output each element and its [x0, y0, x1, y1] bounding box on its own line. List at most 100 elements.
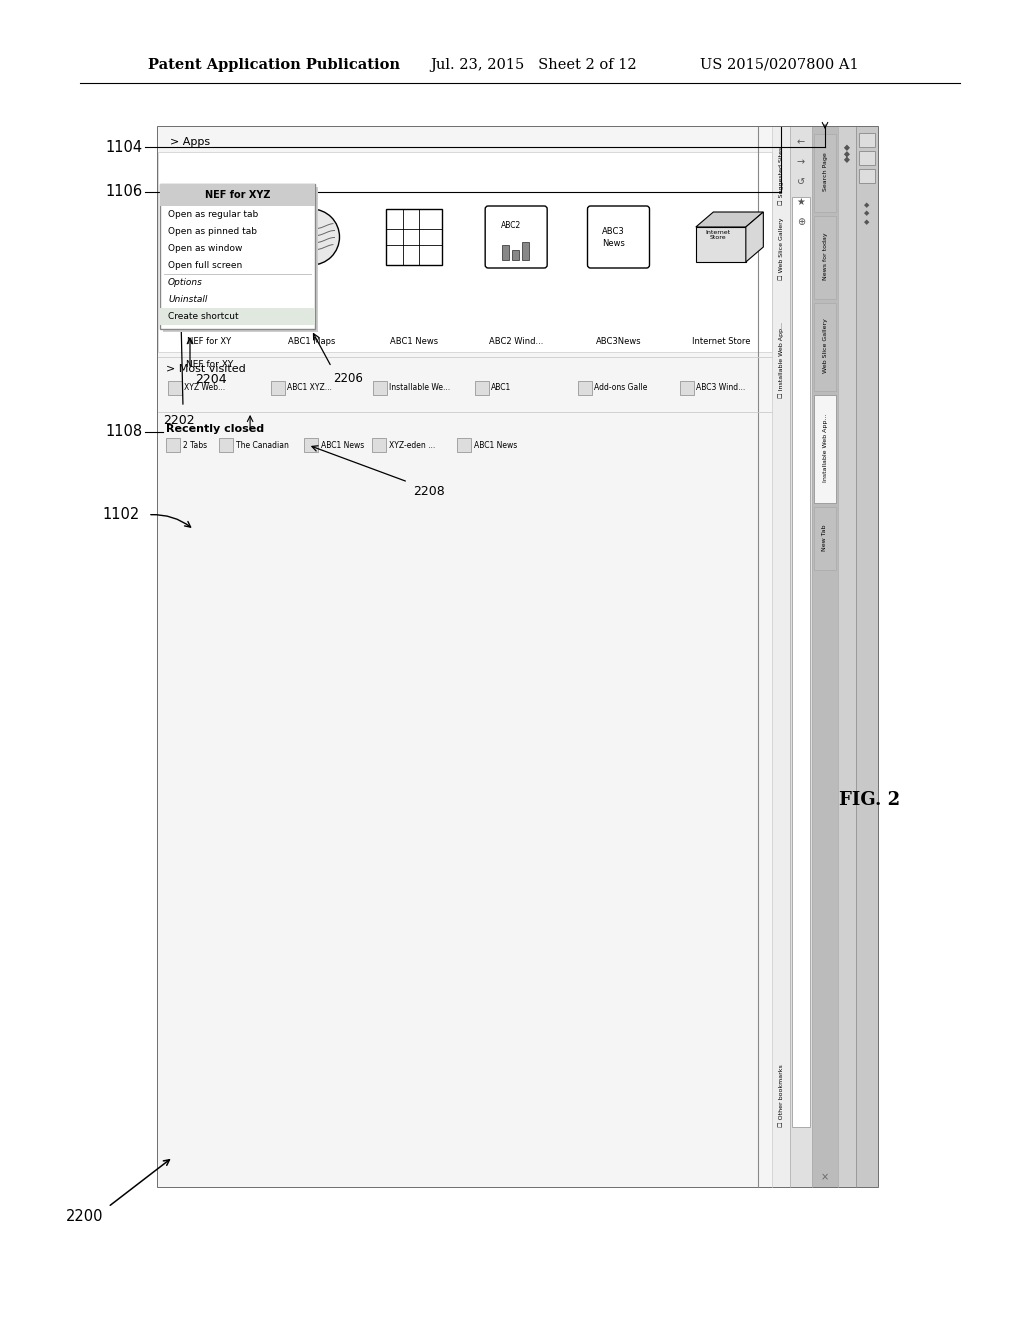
- Text: ★: ★: [797, 197, 805, 207]
- Text: Uninstall: Uninstall: [168, 294, 208, 304]
- Bar: [838, 127, 856, 1187]
- Text: ☐ Web Slice Gallery: ☐ Web Slice Gallery: [778, 216, 783, 280]
- Text: ABC2 Wind...: ABC2 Wind...: [489, 338, 544, 346]
- Bar: [219, 438, 233, 451]
- Text: Installable We...: Installable We...: [389, 384, 450, 392]
- Text: ↺: ↺: [797, 177, 805, 187]
- Text: 2206: 2206: [334, 372, 364, 385]
- Text: 1104: 1104: [105, 140, 143, 154]
- Text: ◆◆◆: ◆◆◆: [843, 143, 852, 161]
- Bar: [814, 395, 836, 503]
- Text: ABC1 XYZ...: ABC1 XYZ...: [287, 384, 332, 392]
- Text: 2204: 2204: [195, 374, 226, 385]
- Text: ⊕: ⊕: [797, 216, 805, 227]
- Text: > Most visited: > Most visited: [166, 364, 246, 374]
- FancyBboxPatch shape: [184, 213, 234, 261]
- Text: nef: nef: [198, 231, 220, 243]
- Bar: [475, 381, 489, 395]
- Text: ABC1 News: ABC1 News: [390, 338, 438, 346]
- Text: ☐ Suggested Sites: ☐ Suggested Sites: [778, 147, 783, 205]
- Bar: [814, 304, 836, 391]
- FancyBboxPatch shape: [485, 206, 547, 268]
- Polygon shape: [696, 213, 763, 227]
- Bar: [373, 381, 387, 395]
- Text: ☐ Installable Web App...: ☐ Installable Web App...: [778, 322, 783, 399]
- Text: US 2015/0207800 A1: US 2015/0207800 A1: [700, 58, 859, 73]
- FancyBboxPatch shape: [588, 206, 649, 268]
- Text: New Tab: New Tab: [822, 524, 827, 550]
- Text: News for today: News for today: [822, 232, 827, 280]
- Bar: [158, 127, 772, 1187]
- Text: ABC2: ABC2: [501, 220, 521, 230]
- Text: →: →: [797, 157, 805, 168]
- Text: Patent Application Publication: Patent Application Publication: [148, 58, 400, 73]
- Bar: [163, 187, 318, 333]
- Text: Search Page: Search Page: [822, 153, 827, 191]
- Bar: [386, 209, 441, 265]
- Bar: [578, 381, 592, 395]
- Bar: [303, 438, 317, 451]
- Text: FIG. 2: FIG. 2: [840, 791, 900, 809]
- Text: 2208: 2208: [413, 484, 444, 498]
- Text: 2 Tabs: 2 Tabs: [183, 441, 207, 450]
- Bar: [812, 127, 838, 1187]
- Text: ABC1 News: ABC1 News: [474, 441, 517, 450]
- Text: Jul. 23, 2015   Sheet 2 of 12: Jul. 23, 2015 Sheet 2 of 12: [430, 58, 637, 73]
- Bar: [181, 209, 238, 265]
- Text: ☐ Other bookmarks: ☐ Other bookmarks: [778, 1064, 783, 1127]
- Bar: [790, 127, 812, 1187]
- Bar: [680, 381, 694, 395]
- Text: XYZ-eden ...: XYZ-eden ...: [389, 441, 435, 450]
- Text: Create shortcut: Create shortcut: [168, 312, 239, 321]
- Text: The Canadian: The Canadian: [237, 441, 289, 450]
- Text: ◆
◆
◆: ◆ ◆ ◆: [864, 202, 869, 224]
- Text: NEF for XYZ: NEF for XYZ: [205, 190, 270, 201]
- Bar: [158, 127, 878, 1187]
- Bar: [814, 216, 836, 300]
- Bar: [859, 169, 874, 183]
- Text: ABC3News: ABC3News: [596, 338, 641, 346]
- Bar: [457, 438, 471, 451]
- Bar: [166, 438, 180, 451]
- Polygon shape: [745, 213, 763, 261]
- Bar: [522, 242, 529, 260]
- Bar: [859, 133, 874, 147]
- Text: Options: Options: [168, 279, 203, 286]
- Bar: [502, 246, 509, 260]
- Bar: [696, 227, 745, 261]
- Text: 1108: 1108: [105, 425, 143, 440]
- Circle shape: [284, 209, 340, 265]
- Bar: [168, 381, 182, 395]
- Text: NEF for XY: NEF for XY: [185, 360, 232, 370]
- Text: ABC1: ABC1: [492, 384, 511, 392]
- Text: Open full screen: Open full screen: [168, 261, 243, 271]
- Text: ABC3 Wind...: ABC3 Wind...: [696, 384, 745, 392]
- Text: 1106: 1106: [105, 185, 143, 199]
- Bar: [160, 308, 315, 325]
- Bar: [373, 438, 386, 451]
- Bar: [158, 152, 772, 352]
- Text: Add-ons Galle: Add-ons Galle: [594, 384, 647, 392]
- Text: Web Slice Gallery: Web Slice Gallery: [822, 318, 827, 374]
- Text: ABC3: ABC3: [602, 227, 625, 236]
- Bar: [758, 127, 878, 1187]
- Text: 1102: 1102: [102, 507, 140, 523]
- Text: Internet Store: Internet Store: [691, 338, 751, 346]
- Bar: [160, 183, 315, 206]
- Bar: [160, 183, 315, 329]
- Bar: [512, 249, 519, 260]
- Text: Internet
Store: Internet Store: [706, 230, 730, 240]
- Text: ×: ×: [821, 1172, 829, 1181]
- Text: ABC1 News: ABC1 News: [321, 441, 364, 450]
- Text: Open as regular tab: Open as regular tab: [168, 210, 258, 219]
- Text: XYZ Web...: XYZ Web...: [184, 384, 225, 392]
- Bar: [856, 127, 878, 1187]
- Text: NEF for XY: NEF for XY: [187, 338, 231, 346]
- Text: ABC1 Maps: ABC1 Maps: [288, 338, 335, 346]
- Bar: [859, 150, 874, 165]
- Bar: [814, 135, 836, 213]
- Text: 2200: 2200: [66, 1209, 103, 1224]
- Bar: [814, 507, 836, 570]
- Bar: [772, 127, 790, 1187]
- Text: Open as pinned tab: Open as pinned tab: [168, 227, 257, 236]
